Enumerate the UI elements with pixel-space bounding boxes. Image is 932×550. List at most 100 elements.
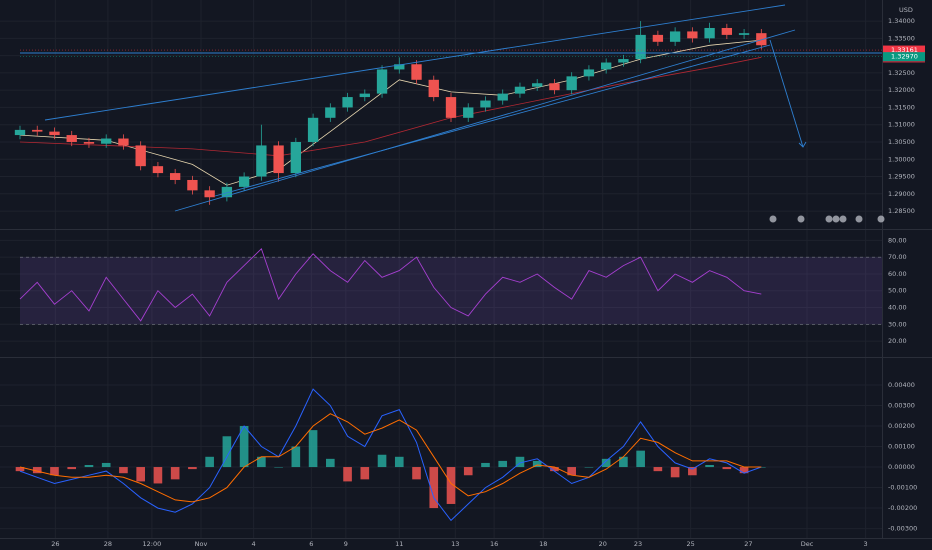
x-tick-label: 9 [344,540,348,548]
drawings [20,4,882,212]
channel-inner [214,44,771,197]
price-tag [883,45,925,55]
histogram-bar [532,460,542,468]
histogram-bar [688,467,697,476]
candle-body [187,179,198,191]
histogram-bar [636,450,645,468]
channel-upper [44,4,786,121]
candle-body [325,107,336,118]
histogram-bar [394,456,404,468]
x-tick-label: 11 [395,540,403,548]
histogram-bar [481,462,490,468]
candle-body [394,64,405,70]
x-tick-label: 20 [599,540,607,548]
x-tick-label: Dec [801,540,814,548]
y-tick-label: 0.00000 [888,463,915,471]
y-tick-label: 0.00400 [888,381,915,389]
histogram-bar [567,467,576,476]
rsi-line [19,247,762,322]
candle-body [721,27,733,35]
x-tick-label: 6 [309,540,313,548]
y-tick-label: 1.31000 [888,121,915,129]
histogram-bar [550,467,559,472]
histogram-bar [601,458,611,468]
candle-body [463,107,474,118]
histogram-bar [739,467,749,474]
y-tick-label: 60.00 [888,270,907,278]
y-tick-label: 1.30000 [888,155,915,163]
x-tick-label: 3 [864,540,868,548]
candle-body [83,141,95,144]
y-tick-label: -0.00200 [888,504,917,512]
grid [0,0,882,538]
histogram-bar [308,430,318,468]
candle-body [635,34,646,60]
x-tick-label: 18 [539,540,547,548]
candle-body [273,145,284,174]
candle-body [290,141,302,174]
candle-body [118,138,129,146]
currency-label: USD [899,6,913,14]
histogram-bar [170,467,180,480]
candle-body [411,64,422,80]
candle-body [376,69,388,94]
histogram-bar [239,426,249,468]
candle-body [532,83,543,87]
candle-body [359,93,370,98]
histogram-bar [377,454,387,468]
x-tick-label: 26 [51,540,59,548]
arrow-head [798,141,807,148]
candle-body [756,33,767,46]
candle-body [618,59,629,63]
y-tick-label: 50.00 [888,287,907,295]
histogram-bar [222,436,232,468]
candle-body [652,34,664,42]
y-tick-label: 1.29500 [888,173,915,181]
candle-body [480,100,491,108]
histogram-bar [705,464,714,468]
candle-body [256,145,267,177]
x-tick-label: 4 [252,540,256,548]
y-tick-label: 1.32000 [888,86,915,94]
candle-body [428,79,439,98]
histogram-bar [119,467,128,474]
candle-body [704,27,715,39]
x-tick-label: 27 [744,540,752,548]
candle-body [49,131,60,136]
histogram-bar [32,467,42,474]
x-tick-label: 23 [634,540,642,548]
candle-body [238,176,250,187]
histogram-bar [291,446,301,468]
candle-body [342,97,353,108]
candle-body [152,166,164,174]
y-tick-label: 1.34000 [888,17,915,25]
y-tick-label: 0.00200 [888,422,915,430]
y-tick-label: 30.00 [888,320,907,328]
histogram-bar [50,467,59,476]
x-tick-label: 25 [686,540,694,548]
histogram-bar [274,467,283,468]
candle-body [66,135,77,142]
histogram-bar [653,467,663,472]
histogram-bar [429,467,439,509]
histogram-bar [515,456,525,468]
histogram-bar [360,467,370,480]
candle-body [600,62,612,70]
candle-body [14,129,26,136]
x-tick-label: 13 [451,540,459,548]
projection-arrow [769,39,804,148]
candle-body [583,69,595,77]
histogram-bar [101,462,111,468]
candle-body [307,117,319,142]
candle-body [687,31,698,39]
y-tick-label: 1.33500 [888,34,915,42]
histogram-bar [153,467,163,484]
candle-body [514,86,526,94]
x-tick-label: 12:00 [143,540,162,548]
histogram-bar [205,456,214,468]
histogram-bar [136,467,145,482]
y-tick-label: -0.00100 [888,484,917,492]
marks: 26 28 12:00 Nov 4 6 9 11 13 16 18 20 23 25 27 Dec 3 1.285… [14,6,925,548]
candle-body [135,145,146,167]
